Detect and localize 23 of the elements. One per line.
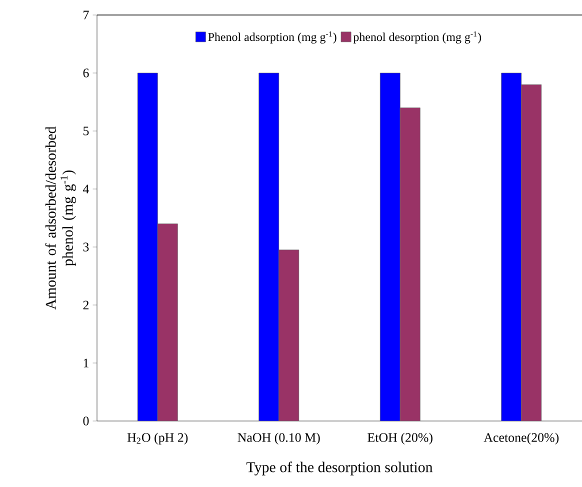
bar xyxy=(278,250,300,421)
x-axis-title: Type of the desorption solution xyxy=(246,462,433,476)
bar xyxy=(137,72,158,421)
x-tick-label: NaOH (0.10 M) xyxy=(238,432,320,445)
legend-label: Phenol adsorption (mg g$^{-1}$) xyxy=(208,31,336,44)
y-tick-label: 7 xyxy=(84,10,89,20)
bar xyxy=(400,108,420,421)
y-tick-label: 3 xyxy=(83,242,89,252)
bar xyxy=(258,72,280,421)
legend-label: phenol desorption (mg g$^{-1}$) xyxy=(353,31,482,44)
bar xyxy=(521,84,542,421)
y-tick-label: 0 xyxy=(83,416,89,426)
x-tick-label: H$_{2}$O (pH 2) xyxy=(127,432,188,445)
x-tick-label: EtOH (20%) xyxy=(368,432,432,445)
bar xyxy=(380,72,400,421)
y-tick-label: 2 xyxy=(83,300,89,310)
y-tick-label: 6 xyxy=(83,68,89,78)
x-tick-label: Acetone(20%) xyxy=(484,432,559,445)
y-tick-label: 5 xyxy=(84,126,89,136)
y-tick-label: 4 xyxy=(83,184,90,194)
bar xyxy=(501,72,522,421)
y-tick-label: 1 xyxy=(84,358,88,368)
bar xyxy=(157,224,178,421)
